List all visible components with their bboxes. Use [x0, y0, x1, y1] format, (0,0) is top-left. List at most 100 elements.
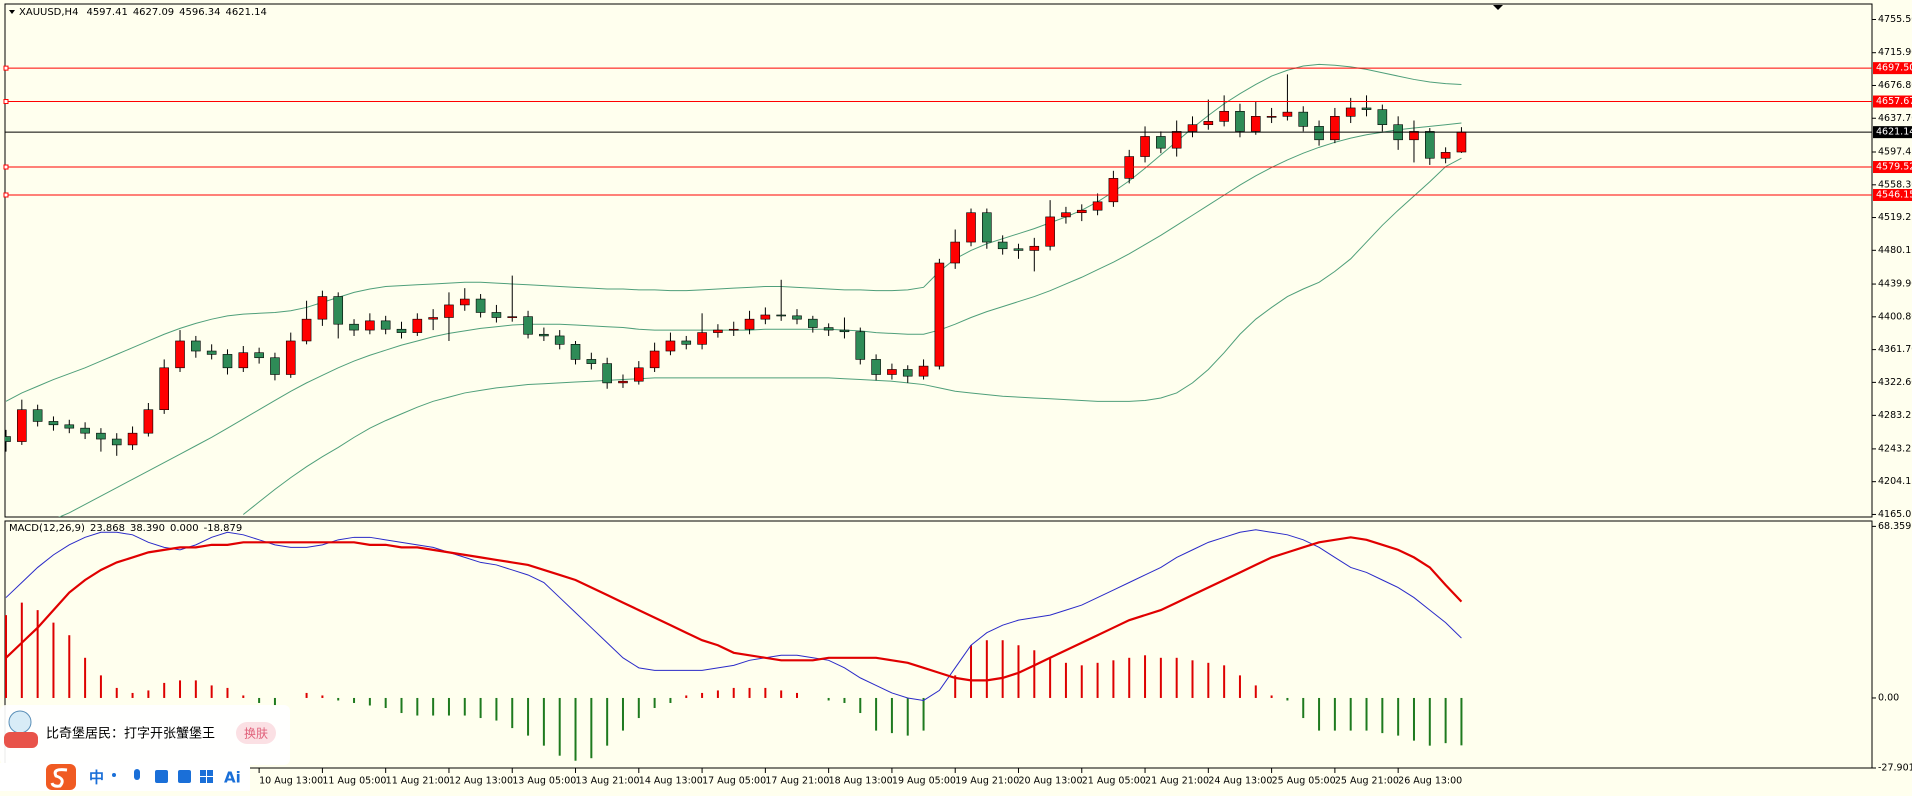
- keyboard-icon[interactable]: [155, 770, 168, 783]
- chart-header: XAUUSD,H4 4597.41 4627.09 4596.34 4621.14: [19, 7, 267, 18]
- y-tick-label: 4715.90: [1878, 47, 1912, 58]
- mascot-body: [4, 732, 38, 748]
- candle-body: [697, 332, 707, 345]
- current-price-label: 4621.14: [1876, 127, 1912, 138]
- candle-body: [1266, 116, 1277, 118]
- candle-body: [934, 262, 945, 367]
- candle-body: [5, 436, 11, 442]
- y-tick-label: 4676.80: [1878, 80, 1912, 91]
- candle-body: [1171, 131, 1182, 149]
- candle-body: [618, 380, 628, 384]
- y-tick-label: 4755.50: [1878, 14, 1912, 25]
- candle-body: [539, 333, 549, 337]
- mic-icon[interactable]: [134, 769, 140, 780]
- open-readout: 4597.41: [86, 7, 127, 18]
- candle-body: [1187, 124, 1198, 132]
- candle-body: [1330, 116, 1340, 141]
- candle-body: [270, 357, 280, 375]
- candle-body: [111, 438, 122, 446]
- apps-icon[interactable]: [207, 777, 213, 783]
- skin-icon[interactable]: [178, 770, 191, 783]
- x-tick-label: 24 Aug 13:00: [1208, 776, 1272, 787]
- x-tick-label: 19 Aug 21:00: [955, 776, 1019, 787]
- y-tick-label: 4637.70: [1878, 113, 1912, 124]
- candle-body: [1298, 111, 1309, 127]
- apps-icon[interactable]: [207, 770, 213, 776]
- candle-body: [1076, 209, 1087, 214]
- candle-body: [665, 340, 676, 352]
- candle-body: [744, 318, 755, 330]
- candle-body: [1377, 109, 1388, 126]
- y-tick-label: 4519.25: [1878, 212, 1912, 223]
- candle-body: [32, 409, 43, 422]
- y-tick-label: 4322.60: [1878, 377, 1912, 388]
- candle-body: [681, 340, 692, 345]
- macd-title: MACD(12,26,9): [9, 523, 85, 534]
- high-readout: 4627.09: [133, 7, 174, 18]
- punct-icon[interactable]: [112, 773, 116, 777]
- candle-body: [175, 340, 185, 369]
- y-tick-label: 4165.05: [1878, 509, 1912, 520]
- candle-body: [855, 331, 866, 360]
- candle-body: [444, 304, 454, 318]
- candle-body: [570, 344, 581, 360]
- candle-body: [64, 424, 75, 429]
- candle-body: [191, 340, 201, 352]
- candle-body: [349, 323, 359, 331]
- level-anchor: [3, 164, 9, 170]
- y-tick-label: 0.00: [1878, 692, 1899, 703]
- y-tick-label: 68.359: [1878, 521, 1911, 532]
- candle-body: [839, 329, 850, 333]
- candle-body: [633, 367, 644, 382]
- y-tick-label: 4480.15: [1878, 245, 1912, 256]
- candle-body: [491, 312, 502, 318]
- candle-body: [1029, 245, 1040, 251]
- level-label-box: [1873, 188, 1912, 201]
- candle-body: [586, 359, 597, 364]
- candle-body: [127, 432, 138, 446]
- candle-body: [475, 298, 486, 313]
- ime-mode[interactable]: 中: [89, 769, 104, 787]
- y-tick-label: 4283.25: [1878, 410, 1912, 421]
- skin-button[interactable]: [236, 722, 276, 744]
- level-label: 4579.52: [1876, 162, 1912, 173]
- candle-body: [602, 363, 612, 384]
- macd-readout: 23.868: [90, 523, 125, 534]
- ime-message: 比奇堡居民：打字开张蟹堡王: [46, 726, 215, 742]
- y-tick-label: 4597.45: [1878, 146, 1912, 157]
- level-label: 4657.67: [1876, 96, 1912, 107]
- ai-button[interactable]: Ai: [224, 769, 241, 787]
- candle-body: [48, 421, 59, 426]
- y-tick-label: 4361.70: [1878, 344, 1912, 355]
- candle-body: [238, 352, 249, 369]
- ime-logo-mark: [50, 768, 68, 788]
- ime-bubble: [0, 705, 290, 765]
- current-price-box: [1873, 126, 1912, 139]
- candle-body: [1440, 152, 1451, 159]
- skin-button-label[interactable]: 换肤: [244, 726, 268, 741]
- close-readout: 4621.14: [226, 7, 267, 18]
- x-tick-label: 21 Aug 21:00: [1145, 776, 1209, 787]
- candle-body: [997, 241, 1008, 250]
- level-label-box: [1873, 95, 1912, 108]
- candle-body: [760, 314, 771, 320]
- candle-body: [871, 359, 881, 375]
- candle-body: [887, 369, 897, 375]
- candle-body: [80, 427, 90, 434]
- candle-body: [713, 329, 723, 333]
- candle-body: [902, 369, 913, 377]
- x-tick-label: 26 Aug 13:00: [1398, 776, 1462, 787]
- x-tick-label: 25 Aug 21:00: [1335, 776, 1399, 787]
- candle-body: [1282, 111, 1293, 117]
- candle-body: [823, 327, 834, 331]
- apps-icon[interactable]: [200, 770, 206, 776]
- candle-body: [1409, 131, 1419, 141]
- apps-icon[interactable]: [200, 777, 206, 783]
- candle-body: [1235, 110, 1245, 132]
- level-label: 4546.15: [1876, 189, 1912, 200]
- y-tick-label: -27.901: [1878, 763, 1912, 774]
- macd-header: MACD(12,26,9) 23.868 38.390 0.000 -18.879: [9, 523, 242, 534]
- candle-body: [459, 298, 470, 306]
